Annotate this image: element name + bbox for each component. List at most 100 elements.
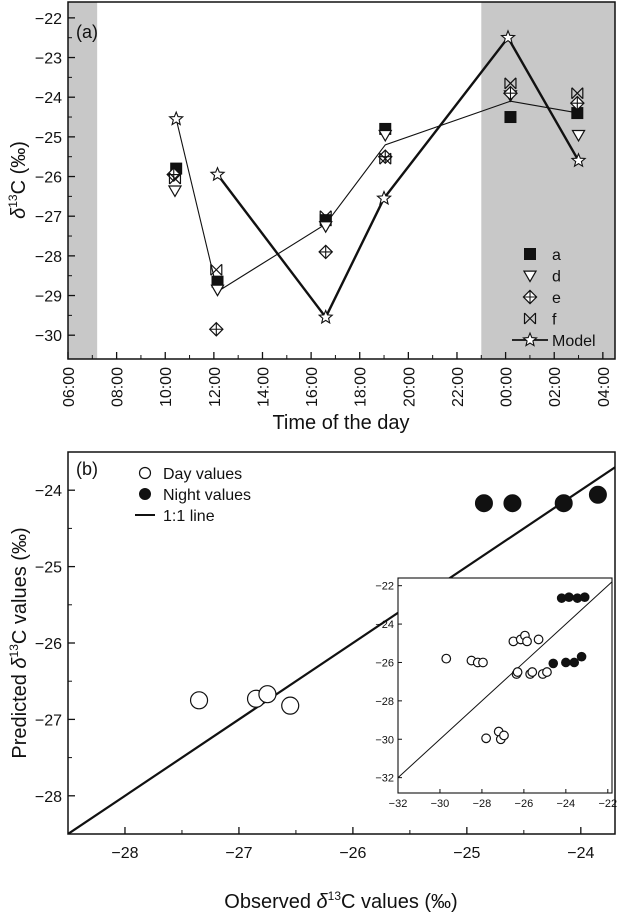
point-model-3 bbox=[376, 190, 393, 206]
inset-day-point-0-shape bbox=[441, 653, 452, 664]
inset-one-to-one-line bbox=[398, 581, 612, 779]
y-axis-label-b-suffix: C values (‰) bbox=[9, 527, 31, 644]
x-axis-label-b: Observed δ13C values (‰) bbox=[224, 889, 457, 913]
y-axis-label-b: Predicted δ13C values (‰) bbox=[7, 527, 31, 758]
y-axis-label-a-delta: δ bbox=[8, 207, 30, 219]
point-d-5 bbox=[571, 129, 586, 143]
point-model-0 bbox=[168, 110, 185, 126]
day-point-3 bbox=[281, 696, 300, 715]
point-f-0-shape bbox=[168, 172, 182, 185]
legend-marker-e-cross bbox=[523, 290, 537, 304]
inset-y-tick-label-4: −24 bbox=[375, 619, 394, 631]
inset-x-tick-label-5: −22 bbox=[598, 798, 617, 810]
night-point-1 bbox=[503, 494, 522, 513]
legend-label-d: d bbox=[552, 269, 561, 286]
legend-label-f: f bbox=[552, 312, 557, 329]
point-f-5-shape bbox=[571, 87, 584, 100]
inset-line-group bbox=[398, 581, 612, 779]
x-axis-label-b-delta: δ bbox=[317, 891, 329, 913]
x-tick-label-b-2: −26 bbox=[339, 845, 366, 862]
x-tick-label-a-5: 16:00 bbox=[304, 367, 321, 407]
legend-label-model: Model bbox=[552, 333, 596, 350]
point-d-3 bbox=[378, 129, 393, 143]
point-d-2 bbox=[318, 221, 333, 234]
inset-plot: −32 −30 −28 −26 −24 −22 −32 −30 −28 −26 −24 −22 bbox=[375, 577, 617, 810]
inset-day-point-18-shape bbox=[542, 667, 552, 677]
inset-night-point-0-shape bbox=[548, 658, 559, 669]
point-e-5 bbox=[569, 95, 585, 111]
y-axis-label-a-sup: 13 bbox=[6, 194, 20, 208]
night-point-1-shape bbox=[503, 494, 522, 513]
night-point-2 bbox=[554, 494, 573, 513]
series-markers-b bbox=[189, 485, 607, 715]
y-axis-label-b-sup: 13 bbox=[7, 644, 21, 658]
x-tick-label-a-4: 14:00 bbox=[255, 367, 272, 407]
inset-x-tick-label-3: −26 bbox=[515, 798, 534, 810]
legend-label-day: Day values bbox=[163, 466, 242, 483]
point-e-1-cross bbox=[209, 322, 223, 336]
point-e-1 bbox=[208, 321, 224, 337]
legend-marker-night-shape bbox=[139, 488, 151, 500]
inset-night-point-2 bbox=[561, 657, 571, 668]
y-tick-label-b-4: −24 bbox=[35, 483, 62, 500]
legend-marker-model-shape bbox=[522, 331, 538, 347]
y-tick-label-b-2: −26 bbox=[35, 636, 62, 653]
inset-day-point-0 bbox=[441, 653, 452, 664]
x-tick-label-a-0: 06:00 bbox=[61, 367, 78, 407]
legend-marker-d-shape bbox=[522, 270, 538, 283]
plot-frame-a bbox=[67, 1, 616, 360]
inset-night-point-6 bbox=[576, 651, 587, 662]
x-tick-label-b-0: −28 bbox=[111, 845, 138, 862]
point-d-2-shape bbox=[318, 221, 333, 234]
inset-day-point-3-shape bbox=[478, 657, 488, 668]
y-tick-label-a-4: −26 bbox=[35, 170, 62, 187]
y-tick-label-a-7: −23 bbox=[35, 51, 62, 68]
inset-y-tick-label-1: −30 bbox=[375, 734, 394, 746]
axes-b: −28 −27 −26 −25 −24 −28 −27 −26 −25 −24 bbox=[35, 451, 616, 862]
night-band-0 bbox=[68, 2, 98, 359]
point-model-5-shape bbox=[570, 152, 587, 168]
series-lines bbox=[175, 35, 580, 319]
point-e-3-cross bbox=[378, 150, 392, 164]
inset-night-point-0 bbox=[548, 658, 559, 669]
legend-marker-a-shape bbox=[524, 248, 536, 260]
point-d-3-shape bbox=[378, 129, 393, 143]
point-f-1-shape bbox=[210, 263, 223, 276]
inset-y-tick-label-5: −22 bbox=[375, 581, 394, 593]
inset-day-point-4 bbox=[481, 733, 492, 744]
night-point-2-shape bbox=[554, 494, 573, 513]
inset-day-point-4-shape bbox=[481, 733, 492, 744]
point-model-3-shape bbox=[376, 190, 393, 206]
legend-marker-f-shape bbox=[523, 312, 537, 325]
point-model-4-shape bbox=[500, 29, 517, 45]
point-d-5-shape bbox=[571, 129, 586, 143]
night-point-3 bbox=[588, 485, 607, 504]
y-tick-label-b-1: −27 bbox=[35, 712, 62, 729]
y-tick-label-a-1: −29 bbox=[35, 289, 62, 306]
day-point-0 bbox=[189, 691, 209, 710]
point-f-5 bbox=[571, 87, 584, 100]
inset-x-tick-label-4: −24 bbox=[557, 798, 576, 810]
point-model-2 bbox=[317, 309, 334, 325]
y-tick-label-a-3: −27 bbox=[35, 209, 62, 226]
x-tick-label-a-6: 18:00 bbox=[353, 367, 370, 407]
series-markers bbox=[166, 29, 587, 337]
inset-day-point-10-shape bbox=[512, 667, 523, 677]
y-tick-label-a-6: −24 bbox=[35, 90, 62, 107]
inset-day-point-10 bbox=[512, 667, 523, 677]
one-to-one-line-path bbox=[68, 465, 615, 834]
inset-day-point-15 bbox=[527, 667, 538, 677]
y-axis-label-b-prefix: Predicted bbox=[9, 669, 31, 759]
point-model-1 bbox=[209, 166, 226, 182]
y-tick-label-b-0: −28 bbox=[35, 789, 62, 806]
x-tick-label-a-9: 00:00 bbox=[499, 367, 516, 407]
legend-marker-e bbox=[522, 289, 538, 305]
inset-day-point-15-shape bbox=[527, 667, 538, 677]
panel-b: −28 −27 −26 −25 −24 −28 −27 −26 −25 −24 Day value… bbox=[7, 451, 617, 913]
inset-day-point-13-shape bbox=[522, 636, 532, 647]
inset-day-point-16 bbox=[533, 634, 544, 645]
inset-night-point-6-shape bbox=[576, 651, 587, 662]
point-model-4 bbox=[500, 29, 517, 45]
point-f-4-shape bbox=[504, 77, 517, 90]
inset-day-point-7 bbox=[499, 730, 509, 741]
